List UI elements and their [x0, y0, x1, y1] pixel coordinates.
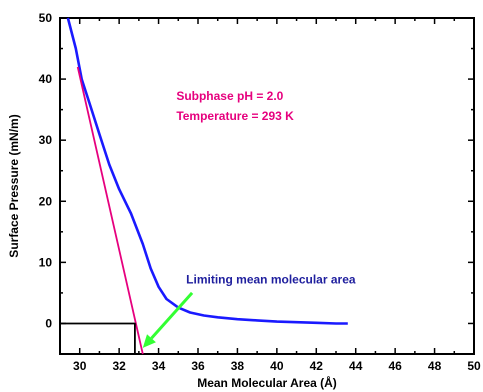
x-tick-label: 44: [349, 359, 363, 373]
x-tick-label: 40: [270, 359, 284, 373]
plot-frame: [59, 17, 475, 355]
x-tick-label: 42: [310, 359, 324, 373]
y-tick-label: 0: [45, 316, 52, 330]
x-axis-title: Mean Molecular Area (Å): [197, 375, 337, 390]
limiting-area-guide: [60, 322, 136, 354]
y-tick-label: 40: [39, 72, 53, 86]
tangent-line: [76, 66, 144, 355]
x-tick-label: 50: [467, 359, 481, 373]
annotation-arrow-shaft: [150, 291, 194, 340]
temperature-annotation: Temperature = 293 K: [176, 109, 294, 123]
y-tick-label: 50: [39, 11, 53, 25]
x-tick-label: 32: [112, 359, 126, 373]
annotation-arrow-head: [142, 334, 156, 348]
limiting-area-annotation: Limiting mean molecular area: [186, 273, 356, 287]
y-tick-label: 30: [39, 133, 53, 147]
y-tick-label: 10: [39, 255, 53, 269]
x-tick-label: 48: [428, 359, 442, 373]
x-tick-label: 36: [191, 359, 205, 373]
x-tick-label: 46: [388, 359, 402, 373]
isotherm-curve: [66, 17, 348, 325]
x-tick-label: 38: [231, 359, 245, 373]
subphase-ph-annotation: Subphase pH = 2.0: [176, 89, 283, 103]
x-tick-label: 30: [73, 359, 87, 373]
y-axis-title: Surface Pressure (mN/m): [7, 114, 21, 257]
x-tick-label: 34: [152, 359, 166, 373]
y-tick-label: 20: [39, 194, 53, 208]
